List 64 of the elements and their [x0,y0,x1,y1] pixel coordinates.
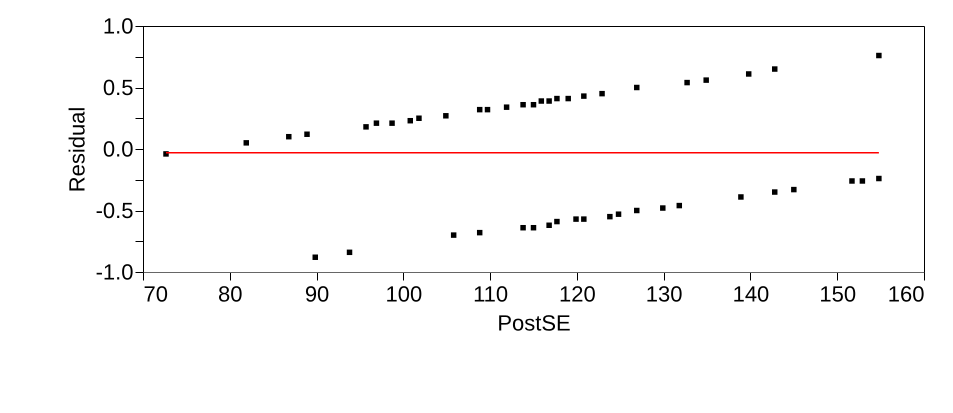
x-tick-label: 140 [732,282,770,306]
y-tick-label: -1.0 [96,260,134,284]
point [504,104,510,110]
x-tick-label: 90 [304,282,330,306]
x-tick-label: 130 [646,282,683,306]
point [443,113,449,119]
point [876,176,882,182]
point [573,216,579,222]
point [684,80,690,86]
point [416,116,422,121]
point [530,224,536,230]
point [860,178,866,184]
point [476,230,482,236]
point [538,98,544,104]
point [581,93,587,99]
point [244,140,250,146]
point [738,194,744,200]
point [312,254,318,260]
point [520,224,526,230]
point [607,214,613,220]
x-tick-label: 100 [385,282,422,306]
point [546,98,552,104]
point [703,77,709,83]
point [389,120,395,126]
point [374,120,380,126]
x-tick-label: 70 [144,282,168,306]
y-tick-label: 1.0 [102,14,134,38]
point [634,208,640,214]
point [676,202,682,208]
point [616,211,622,217]
x-axis-title: PostSE [497,310,571,336]
x-tick-label: 110 [473,282,508,306]
point [849,178,855,184]
point [581,216,587,222]
y-tick-label: -0.5 [96,198,134,223]
point [554,96,560,102]
point [772,189,778,195]
x-tick-label: 150 [819,282,856,306]
point [520,102,526,108]
y-axis-title: Residual [64,106,90,192]
point [660,205,666,211]
point [565,96,571,102]
point [746,71,752,77]
x-tick-label: 160 [888,282,924,306]
point [408,118,414,124]
x-tick-label: 80 [218,282,243,306]
point [546,222,552,228]
point [554,218,560,224]
point [286,134,292,140]
point [876,52,882,58]
point [530,102,536,108]
point [346,250,352,256]
point [634,84,640,90]
point [363,124,369,130]
y-tick-label: 0.5 [102,75,134,100]
point [476,106,482,112]
x-tick-label: 120 [559,282,596,306]
y-tick-label: 0.0 [102,136,134,162]
point [450,232,456,238]
point [791,186,797,192]
point [772,66,778,72]
point [599,90,605,96]
point [304,132,310,137]
point [484,106,490,112]
